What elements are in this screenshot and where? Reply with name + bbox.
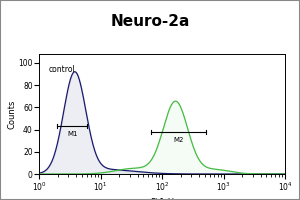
Text: M2: M2 — [173, 137, 184, 143]
X-axis label: FL1-H: FL1-H — [150, 198, 174, 200]
Text: control: control — [48, 65, 75, 74]
Text: M1: M1 — [67, 131, 77, 137]
Text: Neuro-2a: Neuro-2a — [110, 14, 190, 29]
Y-axis label: Counts: Counts — [8, 99, 17, 129]
